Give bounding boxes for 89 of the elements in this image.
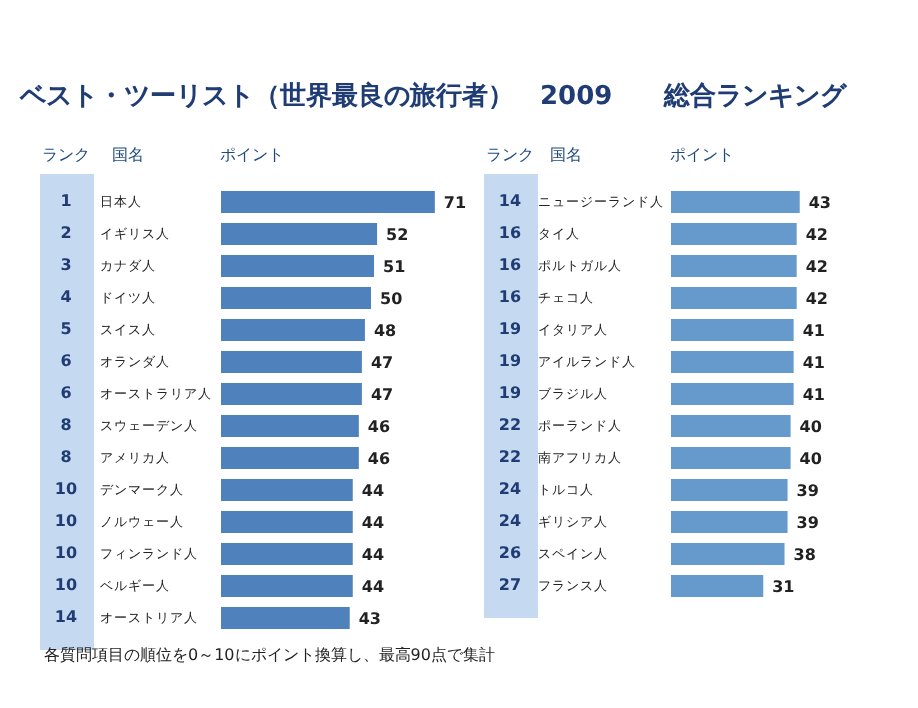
text: 6 <box>60 384 73 402</box>
text: 10 <box>54 512 78 530</box>
text: 19 <box>498 352 522 370</box>
data-label: 41 <box>802 386 826 404</box>
text: 26 <box>498 544 522 562</box>
bar <box>669 445 793 471</box>
chart-title: ベスト・ツーリスト（世界最良の旅行者） 2009 総合ランキング <box>18 80 849 112</box>
bar <box>219 573 355 599</box>
bar <box>669 573 766 599</box>
text: 16 <box>498 224 522 242</box>
bar <box>669 541 787 567</box>
x-axis-title: ポイント <box>670 146 734 164</box>
data-label: 52 <box>386 226 409 244</box>
text: 19 <box>498 320 522 338</box>
text: 22 <box>498 416 522 434</box>
bar <box>669 349 796 375</box>
data-label: 39 <box>796 514 820 532</box>
data-label: 46 <box>367 450 391 468</box>
data-label: 71 <box>443 194 467 212</box>
data-label: 42 <box>805 290 828 308</box>
bar <box>219 317 367 343</box>
data-label: 47 <box>370 386 394 404</box>
data-label: 40 <box>799 450 823 468</box>
text: ランク <box>42 146 90 164</box>
bar <box>669 189 802 215</box>
text: 5 <box>60 320 73 338</box>
bar <box>219 413 361 439</box>
text: 国名 <box>550 146 582 164</box>
text: 24 <box>498 512 522 530</box>
bar <box>219 221 380 247</box>
text: 国名 <box>112 146 144 164</box>
bar <box>669 477 790 503</box>
text: 19 <box>498 384 522 402</box>
data-label: 38 <box>793 546 817 564</box>
bar <box>219 349 364 375</box>
data-label: 40 <box>799 418 823 436</box>
x-axis-title: ポイント <box>220 146 284 164</box>
data-label: 44 <box>361 482 385 500</box>
data-label: 44 <box>361 546 385 564</box>
data-label: 42 <box>805 226 828 244</box>
bar <box>219 605 352 631</box>
bar <box>669 381 796 407</box>
text: 2 <box>60 224 72 242</box>
text: 27 <box>498 576 522 594</box>
text: 10 <box>54 576 78 594</box>
bar <box>669 221 799 247</box>
bar <box>669 253 799 279</box>
text: 14 <box>54 608 78 626</box>
data-label: 41 <box>802 322 826 340</box>
text: 10 <box>54 544 78 562</box>
bar <box>219 253 377 279</box>
data-label: 51 <box>383 258 407 276</box>
text: 14 <box>498 192 522 210</box>
text: 16 <box>498 288 522 306</box>
data-label: 43 <box>358 610 381 628</box>
bar <box>219 477 355 503</box>
data-label: 39 <box>796 482 820 500</box>
data-label: 48 <box>373 322 398 340</box>
text: 16 <box>498 256 522 274</box>
data-label: 46 <box>367 418 391 436</box>
text: 8 <box>60 448 73 466</box>
bar <box>669 413 793 439</box>
data-label: 50 <box>380 290 404 308</box>
data-label: 43 <box>808 194 831 212</box>
text: 4 <box>60 288 73 306</box>
text: 8 <box>60 416 73 434</box>
text: 22 <box>498 448 522 466</box>
data-label: 47 <box>370 354 394 372</box>
text: ランク <box>486 146 534 164</box>
data-label: 31 <box>772 578 796 596</box>
data-label: 42 <box>805 258 828 276</box>
bar <box>669 509 790 535</box>
text: 各質問項目の順位を0～10にポイント換算し、最高90点で集計 <box>44 646 495 664</box>
text: 6 <box>60 352 73 370</box>
data-label: 44 <box>361 514 385 532</box>
bar <box>669 317 796 343</box>
text: 3 <box>60 256 72 274</box>
data-label: 44 <box>361 578 385 596</box>
bar <box>219 285 373 311</box>
text: 24 <box>498 480 522 498</box>
bar <box>219 541 355 567</box>
bar <box>669 285 799 311</box>
text: 1 <box>60 192 73 210</box>
bar <box>219 445 361 471</box>
text: 10 <box>54 480 78 498</box>
bar <box>219 509 355 535</box>
data-label: 41 <box>802 354 826 372</box>
bar <box>219 381 364 407</box>
bar <box>219 189 437 215</box>
